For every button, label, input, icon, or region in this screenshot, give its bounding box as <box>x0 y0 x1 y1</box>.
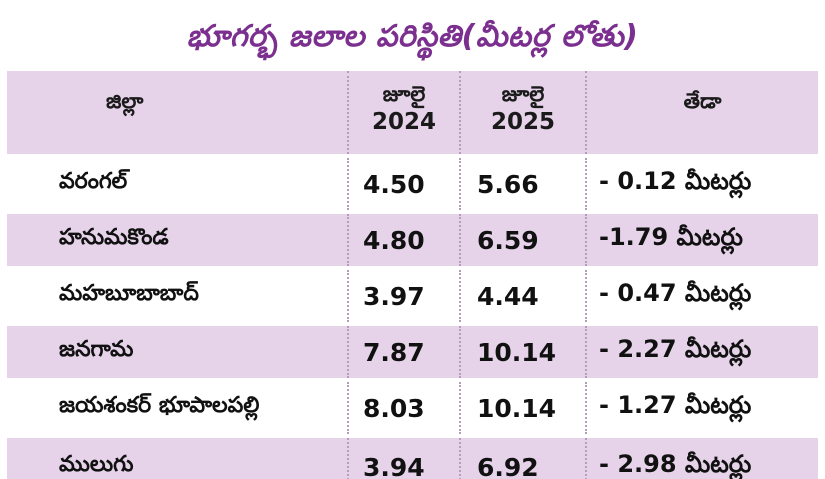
difference-cell: -1.79 మీటర్లు <box>585 210 818 268</box>
table-row: ములుగు 3.94 6.92 - 2.98 మీటర్లు <box>7 434 818 479</box>
district-cell: హనుమకొండ <box>7 210 348 268</box>
table-title: భూగర్భ జలాల పరిస్థితి(మీటర్ల లోతు) <box>186 19 639 54</box>
header-2025-year: 2025 <box>490 109 555 135</box>
header-2024-month: జూలై <box>382 82 426 106</box>
header-district: జిల్లా <box>7 71 348 156</box>
district-cell: జనగామ <box>7 322 348 380</box>
value-2025-cell: 5.66 <box>459 154 586 212</box>
value-2024-cell: 7.87 <box>347 322 460 380</box>
header-difference: తేడా <box>585 71 818 156</box>
difference-cell: - 2.27 మీటర్లు <box>585 322 818 380</box>
table-row: మహబూబాబాద్ 3.97 4.44 - 0.47 మీటర్లు <box>7 266 818 324</box>
difference-cell: - 1.27 మీటర్లు <box>585 378 818 436</box>
difference-cell: - 0.12 మీటర్లు <box>585 154 818 212</box>
value-2024-cell: 4.50 <box>347 154 460 212</box>
value-2025-cell: 10.14 <box>459 322 586 380</box>
district-cell: మహబూబాబాద్ <box>7 266 348 324</box>
difference-cell: - 0.47 మీటర్లు <box>585 266 818 324</box>
header-2024-year: 2024 <box>371 109 436 135</box>
header-row: జిల్లా జూలై 2024 జూలై 2025 తేడా <box>7 71 818 156</box>
table-row: జనగామ 7.87 10.14 - 2.27 మీటర్లు <box>7 322 818 380</box>
table-row: వరంగల్ 4.50 5.66 - 0.12 మీటర్లు <box>7 154 818 212</box>
header-2025: జూలై 2025 <box>459 71 586 156</box>
value-2025-cell: 6.59 <box>459 210 586 268</box>
value-2024-cell: 8.03 <box>347 378 460 436</box>
district-cell: ములుగు <box>7 434 348 479</box>
groundwater-table: జిల్లా జూలై 2024 జూలై 2025 తేడా వరంగల్ 4… <box>7 71 818 479</box>
value-2024-cell: 3.94 <box>347 434 460 479</box>
value-2024-cell: 3.97 <box>347 266 460 324</box>
table-row: హనుమకొండ 4.80 6.59 -1.79 మీటర్లు <box>7 210 818 268</box>
difference-cell: - 2.98 మీటర్లు <box>585 434 818 479</box>
value-2025-cell: 6.92 <box>459 434 586 479</box>
table-row: జయశంకర్ భూపాలపల్లి 8.03 10.14 - 1.27 మీట… <box>7 378 818 436</box>
value-2024-cell: 4.80 <box>347 210 460 268</box>
header-2025-month: జూలై <box>501 82 545 106</box>
value-2025-cell: 4.44 <box>459 266 586 324</box>
district-cell: వరంగల్ <box>7 154 348 212</box>
value-2025-cell: 10.14 <box>459 378 586 436</box>
district-cell: జయశంకర్ భూపాలపల్లి <box>7 378 348 436</box>
header-2024: జూలై 2024 <box>347 71 460 156</box>
